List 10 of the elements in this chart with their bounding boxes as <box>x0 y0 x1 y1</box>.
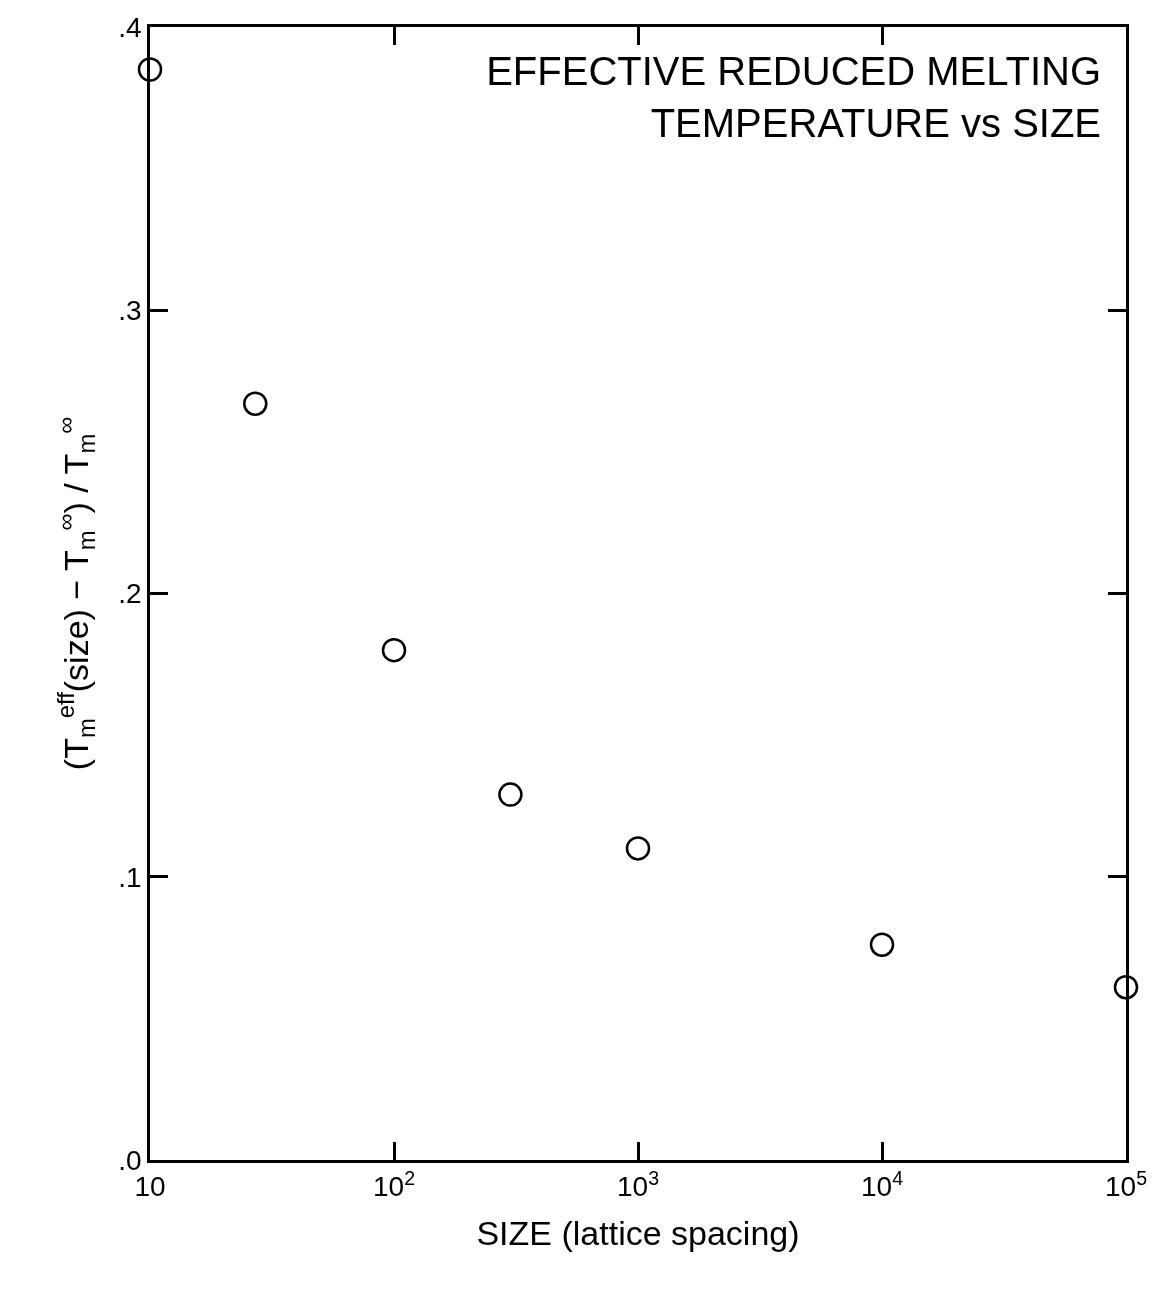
text: EFFECTIVE REDUCED MELTING TEMPERATURE vs SIZE <box>486 49 1102 146</box>
x-tick-label: 10$^{3}$ <box>616 1166 660 1203</box>
x-tick-label: 10$^{2}$ <box>372 1166 416 1203</box>
y-tick-label: .1 <box>118 861 142 893</box>
x-tick-label: 10$^{4}$ <box>860 1166 904 1203</box>
y-tick-label: .3 <box>118 295 142 327</box>
x-tick-label: 10$^{5}$ <box>1104 1166 1148 1203</box>
x-axis-title: SIZE (lattice spacing) <box>476 1213 800 1252</box>
y-tick-label: .2 <box>118 578 142 610</box>
y-tick-label: .4 <box>118 11 142 43</box>
